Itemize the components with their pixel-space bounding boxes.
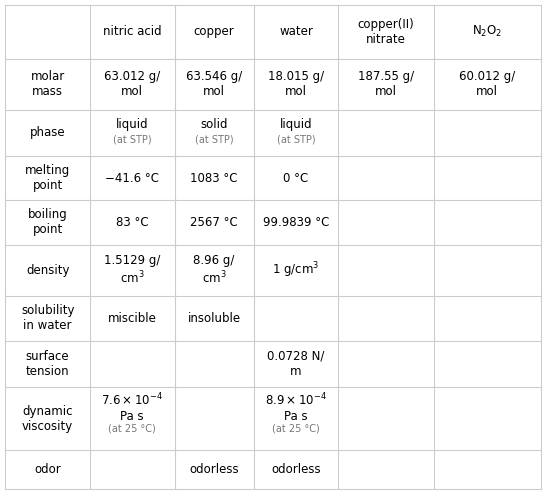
Text: odorless: odorless [271, 463, 321, 476]
Text: molar
mass: molar mass [31, 71, 65, 98]
Text: miscible: miscible [108, 312, 157, 325]
Text: surface
tension: surface tension [26, 350, 69, 378]
Text: density: density [26, 264, 69, 277]
Text: 63.012 g/
mol: 63.012 g/ mol [104, 71, 161, 98]
Text: solubility
in water: solubility in water [21, 304, 74, 332]
Text: −41.6 °C: −41.6 °C [105, 171, 159, 184]
Text: boiling
point: boiling point [28, 208, 68, 237]
Text: copper(II)
nitrate: copper(II) nitrate [358, 18, 414, 46]
Text: odorless: odorless [189, 463, 239, 476]
Text: 83 °C: 83 °C [116, 216, 149, 229]
Text: dynamic
viscosity: dynamic viscosity [22, 405, 73, 433]
Text: (at 25 °C): (at 25 °C) [109, 423, 156, 434]
Text: odor: odor [34, 463, 61, 476]
Text: 1.5129 g/
cm$^3$: 1.5129 g/ cm$^3$ [104, 254, 161, 287]
Text: $8.9\times10^{-4}$
Pa s: $8.9\times10^{-4}$ Pa s [265, 392, 327, 423]
Text: 18.015 g/
mol: 18.015 g/ mol [268, 71, 324, 98]
Text: 60.012 g/
mol: 60.012 g/ mol [459, 71, 515, 98]
Text: (at STP): (at STP) [113, 135, 152, 145]
Text: melting
point: melting point [25, 164, 70, 192]
Text: 187.55 g/
mol: 187.55 g/ mol [358, 71, 414, 98]
Text: liquid: liquid [280, 118, 312, 131]
Text: 0.0728 N/
m: 0.0728 N/ m [268, 350, 325, 378]
Text: solid: solid [200, 118, 228, 131]
Text: N$_2$O$_2$: N$_2$O$_2$ [472, 24, 502, 40]
Text: liquid: liquid [116, 118, 149, 131]
Text: (at STP): (at STP) [195, 135, 234, 145]
Text: copper: copper [194, 25, 235, 39]
Text: 8.96 g/
cm$^3$: 8.96 g/ cm$^3$ [193, 254, 235, 287]
Text: 1083 °C: 1083 °C [191, 171, 238, 184]
Text: 99.9839 °C: 99.9839 °C [263, 216, 329, 229]
Text: 2567 °C: 2567 °C [190, 216, 238, 229]
Text: (at STP): (at STP) [277, 135, 316, 145]
Text: 63.546 g/
mol: 63.546 g/ mol [186, 71, 242, 98]
Text: (at 25 °C): (at 25 °C) [272, 423, 320, 434]
Text: insoluble: insoluble [188, 312, 241, 325]
Text: nitric acid: nitric acid [103, 25, 162, 39]
Text: phase: phase [30, 126, 66, 139]
Text: 1 g/cm$^3$: 1 g/cm$^3$ [272, 261, 319, 280]
Text: $7.6\times10^{-4}$
Pa s: $7.6\times10^{-4}$ Pa s [102, 392, 163, 423]
Text: 0 °C: 0 °C [283, 171, 308, 184]
Text: water: water [279, 25, 313, 39]
